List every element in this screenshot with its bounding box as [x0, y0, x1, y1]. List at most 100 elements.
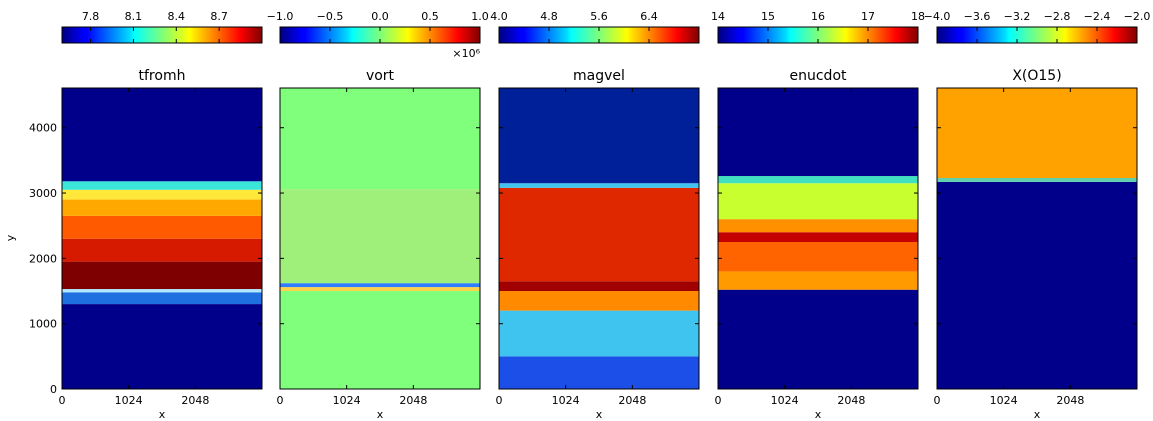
panel-title: magvel [573, 68, 625, 84]
heatmap-band [718, 176, 918, 184]
x-tick-label: 1024 [771, 394, 799, 407]
x-tick-label: 2048 [399, 394, 427, 407]
plot-frame [936, 87, 1138, 390]
heatmap-band [718, 219, 918, 233]
colorbar-tick-label: 7.8 [82, 10, 100, 23]
heatmap-band [937, 88, 1137, 179]
colorbar-tick-label: 17 [861, 10, 875, 23]
heatmap-band [62, 199, 262, 216]
colorbar-tick-label: 18 [911, 10, 925, 23]
colorbar-gradient [61, 26, 263, 44]
colorbar-tick-label: −3.6 [964, 10, 991, 23]
heatmap-band [937, 178, 1137, 182]
heatmap-panel-4: X(O15) 0 1024 2048 x [934, 68, 1138, 421]
x-axis-label: x [815, 408, 822, 421]
heatmap-band [280, 283, 480, 288]
heatmap-band [718, 242, 918, 272]
heatmap-band [62, 292, 262, 305]
colorbar-tick-label: 4.8 [540, 10, 558, 23]
heatmap-band [62, 261, 262, 290]
panels: tfromh 0 1024 2048 x 0 1000 2000 3000 4000 vort 0 10… [29, 68, 1138, 421]
x-tick-label: 0 [59, 394, 66, 407]
panel-title: tfromh [139, 68, 186, 84]
colorbar-exponent: ×10⁶ [452, 47, 480, 60]
plot-frame [717, 87, 919, 390]
heatmap-panel-2: magvel 0 1024 2048 x [496, 68, 700, 421]
x-tick-label: 1024 [990, 394, 1018, 407]
colorbar-tick-label: 8.7 [210, 10, 228, 23]
heatmap-band [280, 88, 480, 190]
heatmap-band [718, 289, 918, 389]
colorbar-tick-label: 8.1 [125, 10, 143, 23]
x-tick-label: 0 [934, 394, 941, 407]
colorbar-tick-label: −4.0 [924, 10, 951, 23]
heatmap-band [499, 281, 699, 292]
heatmap-band [718, 183, 918, 220]
colorbar-tick-label: 15 [761, 10, 775, 23]
x-axis-label: x [596, 408, 603, 421]
heatmap-band [62, 88, 262, 182]
heatmap-band [62, 181, 262, 190]
colorbar-3: 14 15 16 17 18 [711, 10, 925, 44]
heatmap-panel-3: enucdot 0 1024 2048 x [715, 68, 919, 421]
x-tick-label: 1024 [115, 394, 143, 407]
x-tick-label: 1024 [333, 394, 361, 407]
colorbars: 7.8 8.1 8.4 8.7 −1.0 −0.5 0.0 0.5 1.0 ×10⁶ 4.0 4.8 5… [61, 10, 1150, 60]
plot-frame [498, 87, 700, 390]
heatmap-band [499, 356, 699, 389]
colorbar-tick-label: 6.4 [640, 10, 658, 23]
colorbar-tick-label: −2.4 [1084, 10, 1111, 23]
colorbar-4: −4.0 −3.6 −3.2 −2.8 −2.4 −2.0 [924, 10, 1150, 44]
colorbar-tick-label: −3.2 [1004, 10, 1031, 23]
heatmap-band [499, 187, 699, 282]
colorbar-tick-label: 0.5 [421, 10, 439, 23]
heatmap-band [499, 291, 699, 311]
colorbar-tick-label: 16 [811, 10, 825, 23]
heatmap-band [62, 189, 262, 200]
heatmap-band [280, 189, 480, 284]
y-tick-label: 2000 [29, 252, 57, 265]
colorbar-tick-label: −1.0 [267, 10, 294, 23]
x-tick-label: 0 [277, 394, 284, 407]
x-tick-label: 1024 [552, 394, 580, 407]
colorbar-tick-label: −0.5 [317, 10, 344, 23]
heatmap-band [62, 238, 262, 262]
colorbar-1: −1.0 −0.5 0.0 0.5 1.0 ×10⁶ [267, 10, 489, 60]
y-tick-label: 0 [50, 383, 57, 396]
x-tick-label: 2048 [1056, 394, 1084, 407]
x-axis-label: x [159, 408, 166, 421]
x-axis-label: x [377, 408, 384, 421]
plot-frame [279, 87, 481, 390]
heatmap-band [499, 310, 699, 357]
colorbar-tick-label: 8.4 [168, 10, 186, 23]
colorbar-tick-label: 0.0 [371, 10, 389, 23]
y-tick-label: 4000 [29, 122, 57, 135]
colorbar-tick-label: 1.0 [471, 10, 489, 23]
x-tick-label: 2048 [618, 394, 646, 407]
panel-title: X(O15) [1012, 68, 1061, 84]
colorbar-tick-label: 4.0 [490, 10, 508, 23]
heatmap-panel-0: tfromh 0 1024 2048 x 0 1000 2000 3000 4000 [29, 68, 263, 421]
heatmap-band [62, 304, 262, 389]
heatmap-band [62, 215, 262, 239]
plot-frame [61, 87, 263, 390]
heatmap-band [718, 271, 918, 290]
panel-title: vort [366, 68, 395, 84]
x-tick-label: 0 [496, 394, 503, 407]
heatmap-band [280, 291, 480, 389]
heatmap-band [62, 289, 262, 293]
y-axis-label: y [4, 234, 17, 241]
colorbar-tick-label: 5.6 [590, 10, 608, 23]
y-tick-label: 3000 [29, 187, 57, 200]
heatmap-band [718, 88, 918, 177]
colorbar-0: 7.8 8.1 8.4 8.7 [61, 10, 263, 44]
heatmap-band [718, 232, 918, 243]
x-axis-label: x [1034, 408, 1041, 421]
panel-title: enucdot [790, 68, 848, 84]
colorbar-gradient [936, 26, 1138, 44]
heatmap-band [499, 183, 699, 188]
colorbar-2: 4.0 4.8 5.6 6.4 [490, 10, 700, 44]
heatmap-band [280, 287, 480, 292]
x-tick-label: 2048 [837, 394, 865, 407]
